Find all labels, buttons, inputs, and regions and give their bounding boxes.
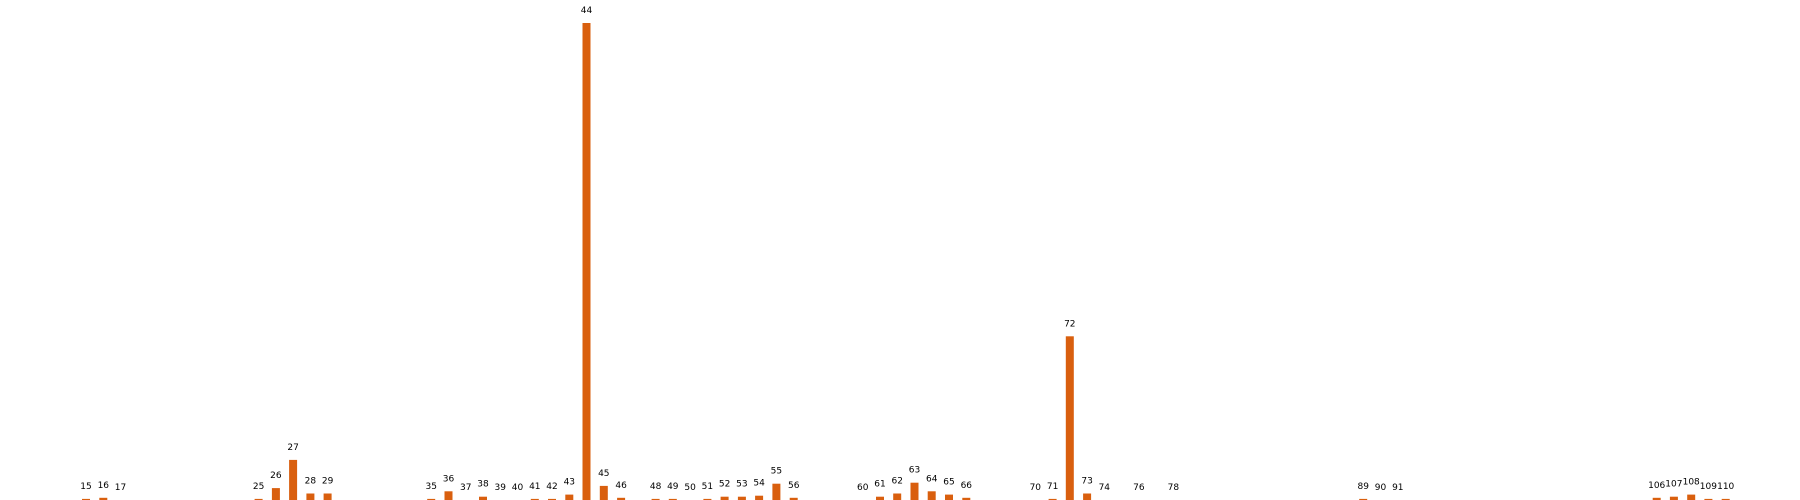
bar-label-109: 109 [1700, 482, 1717, 492]
bar-label-35: 35 [425, 482, 436, 492]
bar-label-16: 16 [98, 481, 110, 491]
bar-label-72: 72 [1064, 319, 1075, 329]
bar-63 [910, 482, 919, 500]
bar-109 [1704, 498, 1713, 500]
bar-label-78: 78 [1168, 483, 1180, 493]
bar-71 [1048, 498, 1057, 500]
bar-110 [1721, 498, 1730, 500]
bar-45 [599, 485, 608, 500]
bar-label-37: 37 [460, 483, 471, 493]
bar-label-61: 61 [874, 480, 885, 490]
bar-label-40: 40 [512, 483, 524, 493]
bar-label-50: 50 [684, 483, 696, 493]
bar-65 [945, 494, 953, 500]
bar-46 [617, 497, 626, 500]
bar-56 [789, 497, 798, 500]
bar-label-29: 29 [322, 477, 334, 487]
bar-label-70: 70 [1030, 483, 1042, 493]
bar-label-36: 36 [443, 474, 455, 484]
bar-label-53: 53 [736, 480, 747, 490]
bar-38 [479, 496, 487, 500]
bar-label-42: 42 [546, 482, 557, 492]
bar-89 [1359, 498, 1368, 500]
bar-49 [668, 498, 677, 500]
bar-label-62: 62 [891, 477, 902, 487]
bar-55 [772, 483, 781, 500]
bar-label-55: 55 [771, 467, 782, 477]
bar-label-52: 52 [719, 480, 730, 490]
bar-label-106: 106 [1648, 481, 1665, 491]
bar-35 [427, 498, 436, 500]
bar-label-110: 110 [1717, 482, 1734, 492]
bar-27 [289, 459, 298, 500]
bar-51 [703, 498, 712, 500]
bar-42 [548, 498, 556, 500]
bar-25 [254, 498, 263, 500]
bar-41 [530, 498, 539, 500]
bar-106 [1652, 497, 1661, 500]
bar-108 [1687, 494, 1696, 500]
bar-label-56: 56 [788, 481, 800, 491]
bar-36 [444, 491, 453, 500]
bar-label-76: 76 [1133, 483, 1145, 493]
bar-label-66: 66 [961, 481, 973, 491]
bar-label-74: 74 [1099, 483, 1111, 493]
bar-label-89: 89 [1357, 482, 1369, 492]
bar-73 [1083, 493, 1092, 500]
bar-53 [737, 496, 746, 500]
bar-label-91: 91 [1392, 483, 1403, 493]
bar-label-28: 28 [305, 477, 317, 487]
bar-label-63: 63 [909, 466, 920, 476]
bar-label-48: 48 [650, 482, 662, 492]
bar-label-108: 108 [1683, 478, 1700, 488]
bar-107 [1669, 496, 1678, 500]
bar-label-90: 90 [1375, 483, 1387, 493]
bar-66 [962, 497, 971, 500]
bar-62 [893, 493, 902, 500]
bar-15 [82, 498, 90, 500]
bar-29 [323, 493, 332, 500]
bar-64 [927, 491, 936, 500]
bar-54 [755, 495, 764, 500]
bar-52 [720, 496, 729, 500]
bar-28 [306, 493, 315, 500]
bar-label-43: 43 [564, 478, 575, 488]
bar-label-49: 49 [667, 482, 679, 492]
bar-label-39: 39 [494, 483, 506, 493]
bar-16 [99, 497, 108, 500]
bar-label-65: 65 [943, 478, 954, 488]
bar-label-15: 15 [80, 482, 91, 492]
bar-72 [1065, 336, 1074, 500]
bar-label-26: 26 [270, 471, 282, 481]
bar-26 [271, 488, 280, 500]
bar-48 [651, 498, 660, 500]
bar-label-44: 44 [581, 6, 593, 16]
bar-labels-group: 15 16 17 25 26 27 28 29 35 36 37 38 39 40 41 42 43 44 45 46… [80, 6, 1734, 493]
bar-label-51: 51 [702, 482, 713, 492]
bar-label-73: 73 [1081, 477, 1092, 487]
bar-label-54: 54 [753, 479, 765, 489]
bar-label-46: 46 [615, 481, 627, 491]
bar-61 [876, 496, 884, 500]
bar-label-38: 38 [477, 480, 489, 490]
bar-label-71: 71 [1047, 482, 1058, 492]
bar-label-64: 64 [926, 474, 938, 484]
bar-label-45: 45 [598, 469, 609, 479]
bar-43 [565, 494, 574, 500]
bar-label-27: 27 [287, 443, 298, 453]
bar-label-17: 17 [115, 483, 126, 493]
bars-group [82, 23, 1730, 500]
bar-label-41: 41 [529, 482, 540, 492]
bar-label-107: 107 [1665, 480, 1682, 490]
bar-label-25: 25 [253, 482, 264, 492]
bar-label-60: 60 [857, 483, 869, 493]
bar-44 [582, 23, 591, 500]
